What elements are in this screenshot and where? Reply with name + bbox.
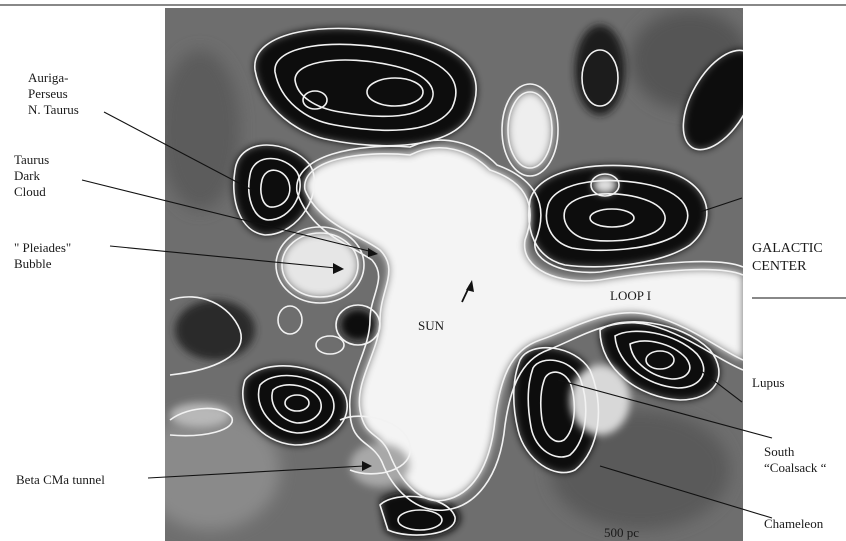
taurus-leader-line — [81, 179, 374, 253]
loop-i-label: LOOP I — [610, 288, 651, 303]
beta-cma-tunnel-label: Beta CMa tunnel — [16, 472, 105, 487]
galactic-center-leader-line — [699, 197, 743, 213]
grey-shading — [165, 10, 743, 530]
auriga-perseus-label: Auriga- Perseus N. Taurus — [28, 70, 79, 117]
lupus-leader-line — [699, 369, 743, 403]
chameleon-label: Chameleon — [764, 516, 824, 531]
chameleon-leader-line — [599, 465, 773, 519]
scale-label: 500 pc — [604, 525, 639, 540]
sun-label: SUN — [418, 318, 445, 333]
local-cavity — [170, 92, 743, 501]
pleiades-bubble-label: " Pleiades" Bubble — [14, 240, 72, 271]
sun-direction-arrow — [461, 280, 474, 303]
galactic-center-label: GALACTIC CENTER — [752, 241, 823, 274]
pleiades-leader-line — [109, 245, 337, 269]
beta-cma-leader-line — [147, 465, 365, 479]
leader-lines — [81, 111, 846, 519]
coalsack-leader-line — [557, 379, 773, 439]
contour-lines — [169, 27, 743, 536]
auriga-leader-line — [103, 111, 253, 191]
south-coalsack-label: South “Coalsack “ — [764, 444, 827, 475]
taurus-dark-cloud-label: Taurus Dark Cloud — [14, 152, 50, 199]
lupus-label: Lupus — [752, 375, 785, 390]
